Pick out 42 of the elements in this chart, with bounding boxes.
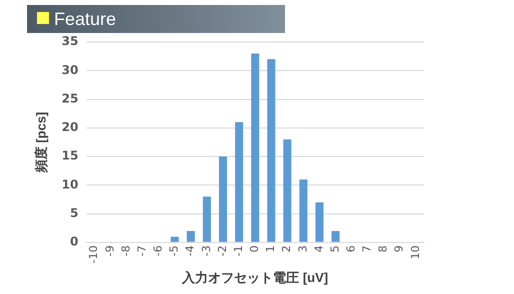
y-tick-label: 5 xyxy=(70,206,78,220)
bar xyxy=(299,179,308,242)
x-tick-label: -5 xyxy=(168,245,181,256)
bar xyxy=(283,139,292,242)
x-tick-label: 0 xyxy=(248,245,262,252)
x-tick-label: -7 xyxy=(135,245,148,256)
x-axis-title: 入力オフセット電圧 [uV] xyxy=(181,270,328,285)
y-tick-label: 30 xyxy=(62,62,78,77)
x-tick-label: 7 xyxy=(360,245,374,252)
x-tick-label: -4 xyxy=(184,245,197,256)
x-tick-label: -1 xyxy=(232,245,245,256)
x-tick-label: -8 xyxy=(119,245,132,256)
y-tick-label: 25 xyxy=(62,91,78,106)
bar xyxy=(218,156,228,242)
bar xyxy=(315,202,324,242)
y-tick-label: 15 xyxy=(62,148,78,163)
bar xyxy=(235,122,244,242)
chart-title: Feature xyxy=(54,8,116,31)
bar xyxy=(332,230,340,242)
y-tick-label: 35 xyxy=(62,34,78,48)
x-tick-label: -3 xyxy=(200,245,213,256)
x-tick-label: 5 xyxy=(328,245,342,252)
x-tick-label: -9 xyxy=(103,245,116,256)
bar xyxy=(267,59,276,242)
x-tick-label: 4 xyxy=(312,245,326,252)
x-tick-label: -10 xyxy=(87,245,100,264)
x-tick-label: 2 xyxy=(280,245,294,252)
bar xyxy=(186,230,195,242)
x-tick-label: -2 xyxy=(216,245,229,256)
y-axis-title: 頻度 [pcs] xyxy=(33,112,48,174)
x-tick-label: 1 xyxy=(264,245,278,252)
x-tick-label: 3 xyxy=(296,245,310,252)
y-tick-label: 10 xyxy=(62,177,78,192)
y-tick-label: 20 xyxy=(62,120,78,134)
x-tick-label: 10 xyxy=(408,245,422,260)
bar xyxy=(251,53,260,242)
x-tick-label: 9 xyxy=(392,245,406,252)
bar xyxy=(170,236,179,242)
x-tick-label: 8 xyxy=(376,245,390,252)
x-tick-label: 6 xyxy=(344,245,358,252)
bar xyxy=(202,196,211,242)
x-tick-label: -6 xyxy=(152,245,165,256)
